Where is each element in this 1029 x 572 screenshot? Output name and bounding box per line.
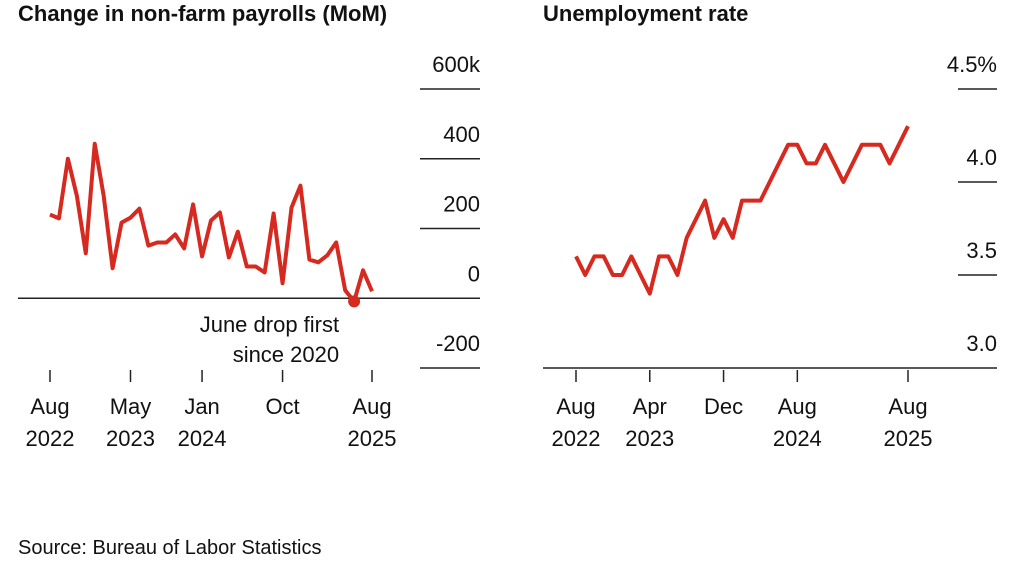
- x-tick-label: Aug 2022: [552, 394, 601, 451]
- annotation-dot: [348, 295, 361, 308]
- x-tick-label: Jan 2024: [178, 394, 227, 451]
- y-tick-label: 3.5: [966, 238, 997, 263]
- annotation: June drop first since 2020: [199, 312, 340, 368]
- y-tick-label: 200: [443, 192, 480, 217]
- x-tick-label: Aug 2024: [773, 394, 822, 451]
- source: Source: Bureau of Labor Statistics: [18, 537, 322, 559]
- y-tick-label: -200: [436, 331, 480, 356]
- x-tick-label: Aug 2025: [884, 394, 933, 451]
- data-line: [574, 125, 910, 296]
- x-tick-label: May 2023: [106, 394, 155, 451]
- y-tick-label: 3.0: [966, 331, 997, 356]
- x-tick-label: Oct: [265, 394, 299, 419]
- data-line: [49, 141, 374, 304]
- x-tick-label: Aug 2025: [348, 394, 397, 451]
- y-tick-label: 0: [468, 261, 480, 286]
- y-tick-label: 4.0: [966, 145, 997, 170]
- y-tick-label: 400: [443, 122, 480, 147]
- y-tick-label: 600k: [432, 52, 481, 77]
- chart-title: Change in non-farm payrolls (MoM): [18, 1, 387, 26]
- chart-title: Unemployment rate: [543, 1, 748, 26]
- x-tick-label: Apr 2023: [625, 394, 674, 451]
- x-tick-label: Dec: [704, 394, 743, 419]
- y-tick-label: 4.5%: [947, 52, 997, 77]
- x-tick-label: Aug 2022: [26, 394, 75, 451]
